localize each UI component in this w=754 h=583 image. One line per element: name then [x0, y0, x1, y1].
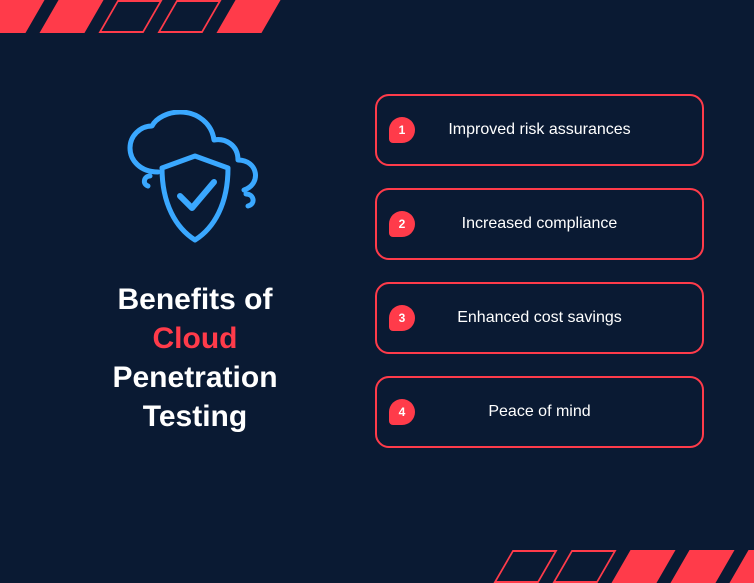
benefit-item: 3 Enhanced cost savings — [375, 282, 704, 354]
page-title: Benefits of Cloud Penetration Testing — [112, 280, 277, 436]
content-area: Benefits of Cloud Penetration Testing 1 … — [50, 90, 704, 523]
stripe-bar — [729, 550, 754, 583]
title-line: Testing — [143, 400, 247, 433]
benefit-number-badge: 1 — [389, 117, 415, 143]
benefit-number-badge: 2 — [389, 211, 415, 237]
benefit-label: Improved risk assurances — [448, 121, 630, 139]
benefit-label: Enhanced cost savings — [457, 309, 622, 327]
cloud-shield-icon — [120, 110, 270, 250]
benefit-item: 2 Increased compliance — [375, 188, 704, 260]
title-line: Penetration — [112, 361, 277, 394]
stripe-bar — [157, 0, 221, 33]
stripe-bar — [0, 0, 45, 33]
benefit-number-badge: 4 — [389, 399, 415, 425]
stripe-bar — [98, 0, 162, 33]
stripe-bar — [493, 550, 557, 583]
stripe-bar — [552, 550, 616, 583]
benefit-item: 4 Peace of mind — [375, 376, 704, 448]
stripes-top-left — [0, 0, 271, 33]
stripe-bar — [39, 0, 103, 33]
title-line: Benefits of — [117, 283, 272, 316]
benefit-label: Peace of mind — [488, 403, 590, 421]
stripe-bar — [216, 0, 280, 33]
title-line-accent: Cloud — [153, 322, 238, 355]
stripe-bar — [611, 550, 675, 583]
left-column: Benefits of Cloud Penetration Testing — [50, 90, 340, 523]
stripe-bar — [670, 550, 734, 583]
benefit-number-badge: 3 — [389, 305, 415, 331]
stripes-bottom-right — [503, 550, 754, 583]
benefits-list: 1 Improved risk assurances 2 Increased c… — [375, 90, 704, 523]
benefit-label: Increased compliance — [462, 215, 618, 233]
benefit-item: 1 Improved risk assurances — [375, 94, 704, 166]
